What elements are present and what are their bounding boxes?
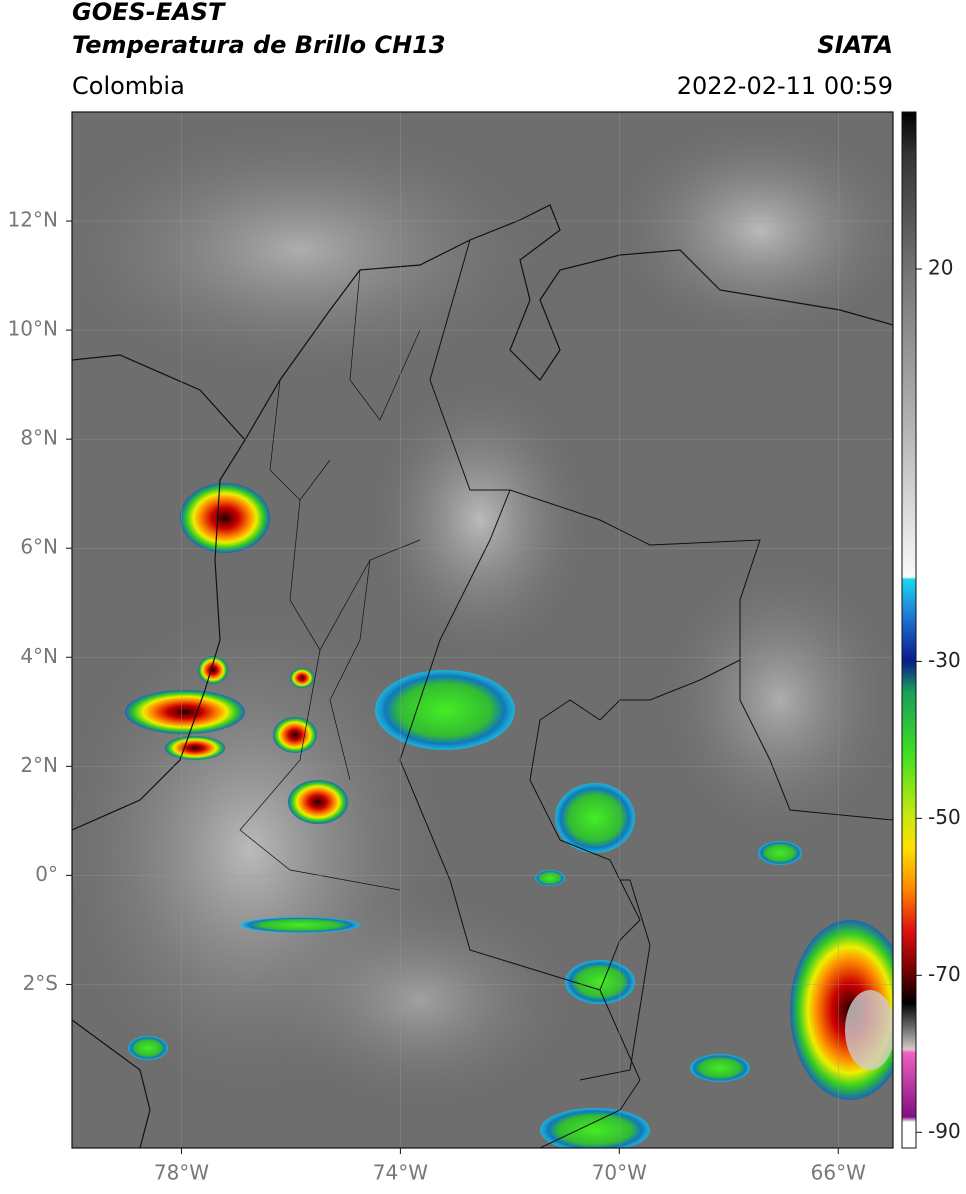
y-tick-label: 8°N (20, 426, 58, 450)
y-tick-label: 6°N (20, 535, 58, 559)
y-tick-label: 0° (35, 862, 58, 886)
y-tick-label: 12°N (8, 208, 58, 232)
colorbar-tick-label: -90 (928, 1119, 961, 1143)
y-tick-label: 2°N (20, 753, 58, 777)
x-tick-label: 70°W (592, 1161, 647, 1185)
grid (72, 112, 893, 1148)
y-tick-label: 10°N (8, 317, 58, 341)
x-tick-label: 66°W (811, 1161, 866, 1185)
title: GOES-EAST (72, 0, 226, 26)
subtitle: Temperatura de Brillo CH13 (72, 31, 446, 59)
colorbar (901, 111, 917, 1149)
colorbar-tick-label: -30 (928, 648, 961, 672)
map-frame (71, 111, 894, 1149)
x-tick-label: 74°W (373, 1161, 428, 1185)
colorbar-tick-label: 20 (928, 255, 953, 279)
y-tick-label: 4°N (20, 644, 58, 668)
x-tick-label: 78°W (154, 1161, 209, 1185)
region: Colombia (72, 72, 185, 100)
y-tick-label: 2°S (23, 971, 58, 995)
colorbar-tick-label: -70 (928, 962, 961, 986)
source: SIATA (817, 31, 893, 59)
datetime: 2022-02-11 00:59 (677, 72, 893, 100)
colorbar-tick-label: -50 (928, 805, 961, 829)
satellite-image (72, 112, 893, 1148)
